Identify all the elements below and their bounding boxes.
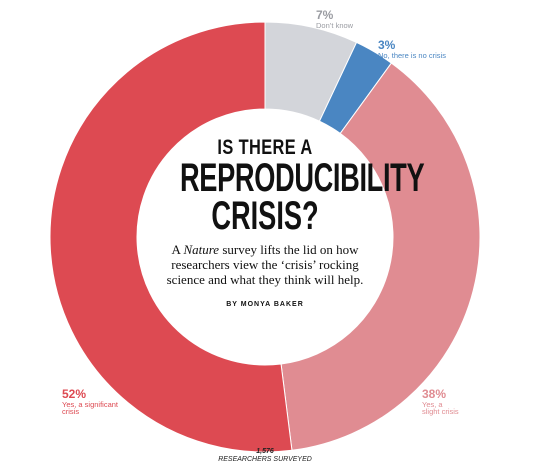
desc-no-crisis: No, there is no crisis: [378, 50, 446, 60]
label-dont-know: 7% Don’t know: [316, 9, 353, 29]
label-slight-crisis: 38% Yes, a slight crisis: [422, 388, 462, 416]
subtitle: A Nature survey lifts the lid on how res…: [165, 242, 365, 287]
pct-slight-crisis: 38%: [422, 387, 447, 401]
respondent-number: 1,576: [256, 448, 274, 455]
respondent-label: RESEARCHERS SURVEYED: [218, 456, 312, 463]
desc-dont-know: Don’t know: [316, 20, 354, 30]
desc-significant-crisis: Yes, a significant crisis: [62, 399, 119, 417]
subtitle-pre: A: [171, 242, 184, 257]
subtitle-italic: Nature: [183, 242, 220, 257]
slice-slight-crisis: [280, 62, 481, 451]
headline-line-3: CRISIS?: [211, 194, 319, 238]
slice-significant-crisis: [49, 21, 293, 453]
headline-block: IS THERE A REPRODUCIBILITY CRISIS? A Nat…: [140, 130, 425, 360]
headline-line-1: IS THERE A: [217, 136, 313, 159]
label-significant-crisis: 52% Yes, a significant crisis: [62, 388, 120, 416]
respondent-count: 1,576 RESEARCHERS SURVEYED: [195, 448, 335, 464]
subtitle-post: survey lifts the lid on how researchers …: [166, 242, 364, 287]
pct-dont-know: 7%: [316, 8, 334, 22]
label-no-crisis: 3% No, there is no crisis: [378, 39, 446, 59]
byline: BY MONYA BAKER: [226, 301, 304, 308]
pct-significant-crisis: 52%: [62, 387, 87, 401]
pct-no-crisis: 3%: [378, 38, 396, 52]
headline-line-2: REPRODUCIBILITY: [180, 156, 425, 200]
desc-slight-crisis: Yes, a slight crisis: [422, 399, 459, 417]
